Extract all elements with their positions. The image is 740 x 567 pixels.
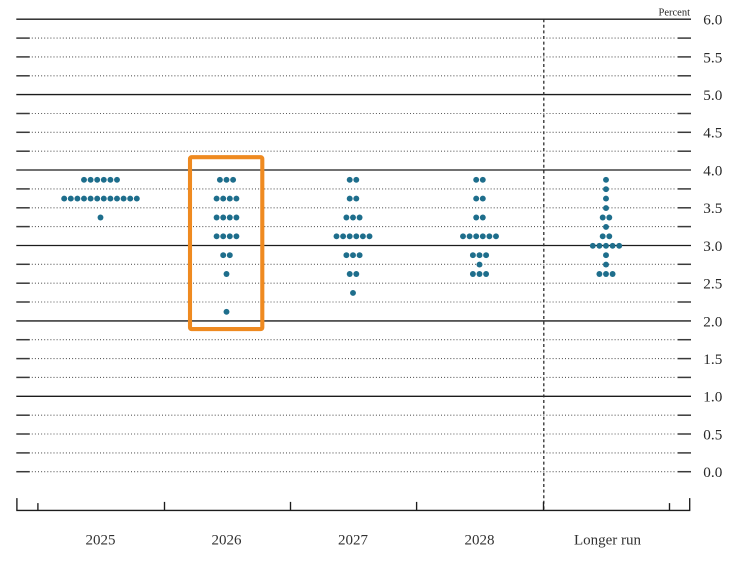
svg-text:2.0: 2.0	[703, 313, 722, 330]
svg-text:1.5: 1.5	[703, 351, 722, 368]
svg-text:3.0: 3.0	[703, 238, 722, 255]
svg-text:Percent: Percent	[659, 8, 691, 19]
svg-text:3.5: 3.5	[703, 200, 722, 217]
svg-text:5.0: 5.0	[703, 87, 722, 104]
svg-text:0.5: 0.5	[703, 426, 722, 443]
svg-text:2.5: 2.5	[703, 276, 722, 293]
svg-text:2025: 2025	[86, 532, 116, 548]
svg-text:Longer run: Longer run	[574, 532, 642, 548]
svg-text:2026: 2026	[212, 532, 243, 548]
svg-text:2027: 2027	[338, 532, 369, 548]
svg-text:2028: 2028	[465, 532, 495, 548]
svg-text:5.5: 5.5	[703, 49, 722, 66]
svg-text:0.0: 0.0	[703, 464, 722, 481]
svg-text:4.0: 4.0	[703, 162, 722, 179]
svg-text:1.0: 1.0	[703, 389, 722, 406]
svg-text:4.5: 4.5	[703, 125, 722, 142]
svg-text:6.0: 6.0	[703, 12, 722, 29]
